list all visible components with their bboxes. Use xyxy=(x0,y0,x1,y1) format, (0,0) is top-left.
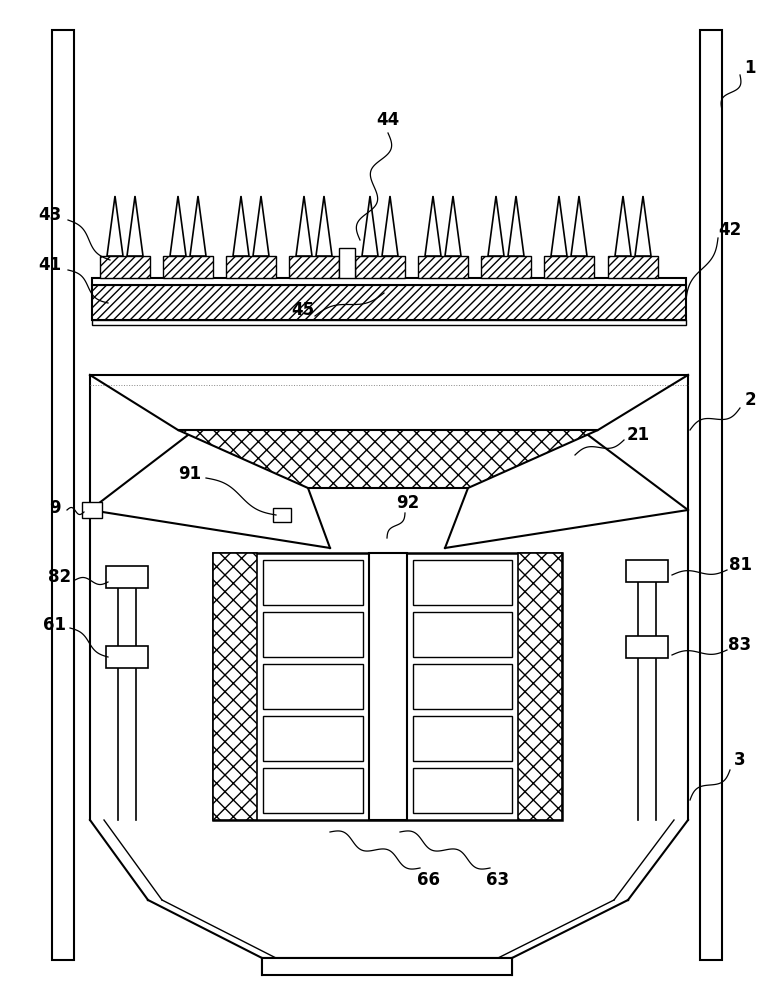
Text: 81: 81 xyxy=(729,556,751,574)
Polygon shape xyxy=(445,196,461,256)
Bar xyxy=(263,664,362,709)
Bar xyxy=(626,636,668,658)
Text: 9: 9 xyxy=(49,499,61,517)
Text: 66: 66 xyxy=(417,871,439,889)
Polygon shape xyxy=(382,196,398,256)
Bar xyxy=(163,256,213,278)
Bar xyxy=(339,248,355,278)
Bar xyxy=(413,612,512,657)
Text: 41: 41 xyxy=(39,256,61,274)
Bar xyxy=(92,278,686,285)
Polygon shape xyxy=(488,196,504,256)
Polygon shape xyxy=(571,196,587,256)
Bar xyxy=(413,560,512,605)
Bar xyxy=(92,285,686,320)
Polygon shape xyxy=(296,196,312,256)
Bar xyxy=(626,560,668,582)
Bar xyxy=(263,716,362,761)
Polygon shape xyxy=(425,196,441,256)
Bar xyxy=(518,553,562,820)
Text: 42: 42 xyxy=(719,221,742,239)
Bar xyxy=(100,256,150,278)
Polygon shape xyxy=(551,196,567,256)
Bar xyxy=(52,30,74,960)
Polygon shape xyxy=(253,196,269,256)
Text: 3: 3 xyxy=(734,751,746,769)
Text: 43: 43 xyxy=(38,206,61,224)
Bar xyxy=(106,566,148,588)
Text: 45: 45 xyxy=(292,301,314,319)
Text: 2: 2 xyxy=(744,391,756,409)
Polygon shape xyxy=(615,196,631,256)
Bar xyxy=(213,553,257,820)
Bar xyxy=(213,553,562,820)
Bar xyxy=(355,256,405,278)
Polygon shape xyxy=(316,196,332,256)
Bar xyxy=(544,256,594,278)
Bar xyxy=(413,664,512,709)
Polygon shape xyxy=(190,196,206,256)
Bar xyxy=(418,256,468,278)
Polygon shape xyxy=(107,196,123,256)
Bar xyxy=(413,716,512,761)
Bar xyxy=(92,320,686,325)
Bar xyxy=(263,768,362,813)
Bar xyxy=(82,502,102,518)
Text: 91: 91 xyxy=(178,465,202,483)
Text: 82: 82 xyxy=(48,568,71,586)
Bar xyxy=(273,508,291,522)
Bar xyxy=(263,560,362,605)
Bar xyxy=(106,646,148,668)
Bar xyxy=(226,256,276,278)
Polygon shape xyxy=(635,196,651,256)
Bar xyxy=(369,553,407,820)
Bar xyxy=(263,612,362,657)
Polygon shape xyxy=(508,196,524,256)
Text: 63: 63 xyxy=(487,871,510,889)
Polygon shape xyxy=(127,196,143,256)
Text: 83: 83 xyxy=(729,636,752,654)
Text: 1: 1 xyxy=(744,59,756,77)
Polygon shape xyxy=(362,196,378,256)
Text: 21: 21 xyxy=(626,426,650,444)
Text: 61: 61 xyxy=(43,616,67,634)
Text: 92: 92 xyxy=(397,494,420,512)
Polygon shape xyxy=(233,196,249,256)
Bar xyxy=(481,256,531,278)
Bar xyxy=(262,958,512,975)
Bar xyxy=(289,256,339,278)
Text: 44: 44 xyxy=(376,111,400,129)
Bar xyxy=(700,30,722,960)
Polygon shape xyxy=(170,196,186,256)
Polygon shape xyxy=(178,430,598,488)
Bar xyxy=(413,768,512,813)
Bar xyxy=(608,256,658,278)
